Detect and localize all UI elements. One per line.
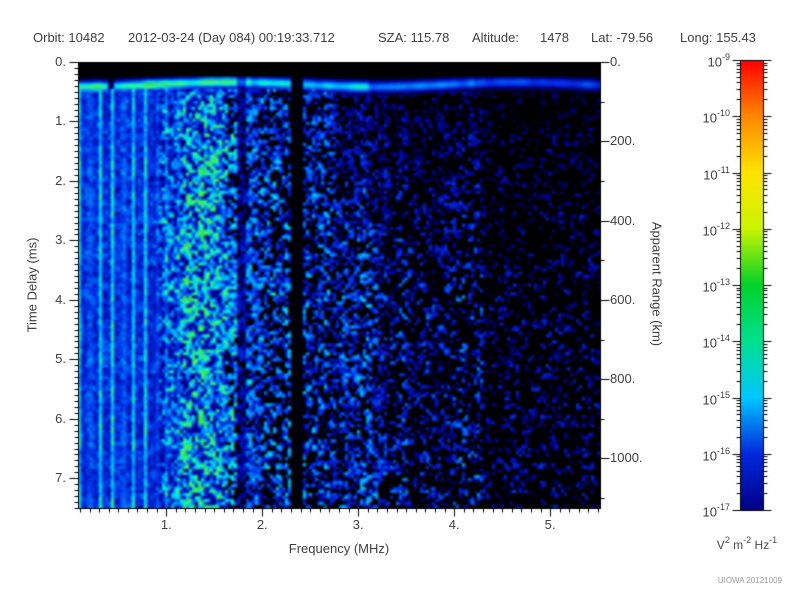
datetime-readout: 2012-03-24 (Day 084) 00:19:33.712	[128, 30, 335, 45]
right-tick-label: 1000.	[610, 450, 643, 466]
y-axis-title-apparent-range: Apparent Range (km)	[649, 221, 665, 347]
colorbar-units-label: V2 m-2 Hz-1	[716, 535, 778, 552]
x-tick-label: 4.	[448, 517, 460, 532]
colorbar-tick-label: 10-11	[703, 164, 730, 182]
colorbar-tick-label: 10-15	[702, 389, 730, 407]
colorbar-tick-label: 10-13	[702, 277, 730, 295]
colorbar-tick-label: 10-14	[702, 333, 730, 351]
y-tick-label: 0.	[55, 54, 66, 69]
latitude-readout: Lat: -79.56	[591, 30, 654, 45]
right-tick-label: 400.	[610, 212, 636, 228]
x-tick-label: 1.	[160, 517, 172, 532]
colorbar-tick-label: 10-10	[702, 108, 730, 126]
right-tick-label: 600.	[610, 291, 636, 307]
colorbar-tick-label: 10-12	[702, 220, 730, 239]
colorbar-tick-label: 10-9	[707, 52, 730, 70]
y-tick-label: 1.	[55, 113, 66, 129]
y-tick-label: 4.	[55, 291, 66, 307]
y-tick-label: 2.	[55, 172, 66, 188]
y-tick-label: 6.	[55, 410, 66, 426]
colorbar-tick-label: 10-17	[702, 502, 730, 520]
altitude-label: Altitude:	[472, 30, 519, 45]
sza-readout: SZA: 115.78	[378, 30, 450, 45]
orbit-readout: Orbit: 10482	[33, 30, 105, 45]
y-tick-label: 5.	[55, 351, 66, 367]
y-tick-label: 3.	[55, 232, 66, 248]
colorbar-tick-label: 10-16	[702, 445, 730, 464]
x-axis-title-frequency: Frequency (MHz)	[288, 541, 390, 556]
x-tick-label: 3.	[352, 517, 364, 532]
right-tick-label: 0.	[610, 54, 621, 69]
attribution-text: UIOWA 20121009	[717, 576, 782, 585]
y-tick-label: 7.	[55, 470, 66, 486]
longitude-readout: Long: 155.43	[680, 30, 756, 45]
y-axis-title-time-delay: Time Delay (ms)	[24, 237, 40, 333]
right-tick-label: 800.	[610, 371, 636, 387]
right-tick-label: 200.	[610, 133, 636, 149]
x-tick-label: 2.	[256, 517, 268, 532]
x-tick-label: 5.	[544, 517, 556, 532]
altitude-value: 1478	[540, 30, 569, 45]
